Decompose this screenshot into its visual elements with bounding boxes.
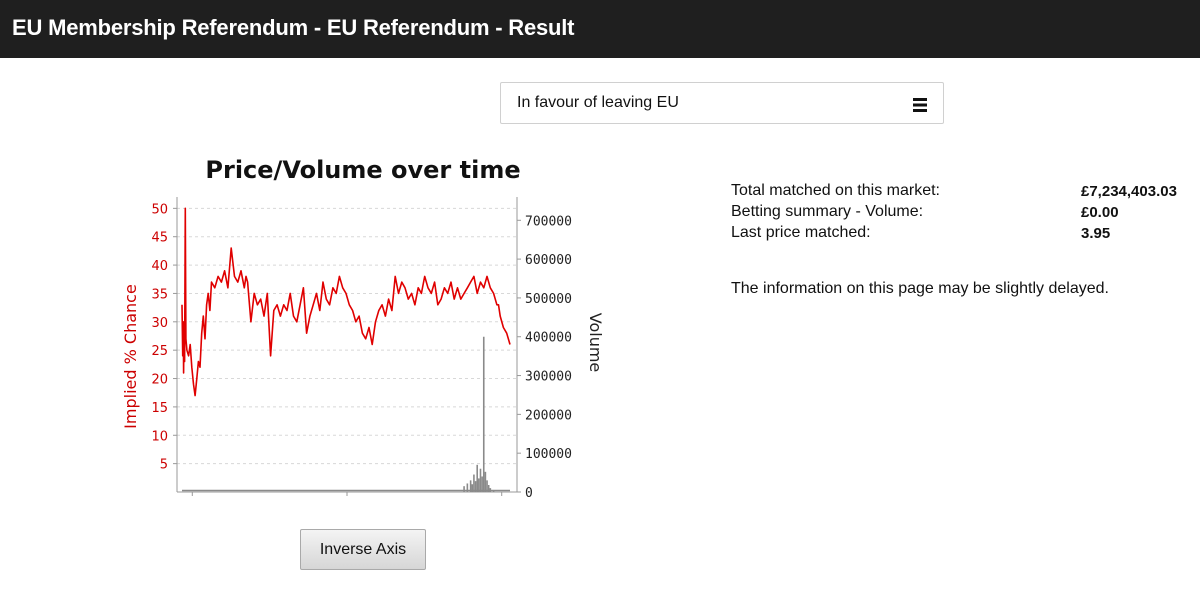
summary-value: £7,234,403.03 [1081, 183, 1177, 200]
left-tick-label: 30 [151, 316, 168, 331]
summary-row-betting-volume: Betting summary - Volume: £0.00 [731, 203, 1191, 224]
left-tick-label: 15 [151, 401, 168, 416]
summary-row-last-price: Last price matched: 3.95 [731, 224, 1191, 245]
delay-notice: The information on this page may be slig… [731, 280, 1109, 297]
left-tick-label: 40 [151, 259, 168, 274]
right-tick-label: 600000 [525, 253, 572, 268]
left-tick-label: 45 [151, 231, 168, 246]
selection-dropdown[interactable]: In favour of leaving EU [500, 82, 944, 124]
right-tick-label: 500000 [525, 292, 572, 307]
left-tick-label: 25 [151, 344, 168, 359]
left-tick-label: 20 [151, 373, 168, 388]
summary-label: Last price matched: [731, 224, 871, 241]
page-title: EU Membership Referendum - EU Referendum… [12, 15, 575, 40]
price-line [181, 207, 511, 397]
summary-value: 3.95 [1081, 225, 1111, 242]
price-volume-chart: Price/Volume over time 5 10 15 20 25 30 35 40 45 5… [110, 150, 630, 520]
right-tick-label: 300000 [525, 370, 572, 385]
left-tick-label: 10 [151, 429, 168, 444]
plot-area [177, 197, 517, 492]
right-tick-label: 400000 [525, 331, 572, 346]
price-volume-chart-svg: Price/Volume over time 5 10 15 20 25 30 35 40 45 5… [121, 156, 605, 501]
right-tick-label: 200000 [525, 408, 572, 423]
hamburger-menu-icon[interactable] [913, 98, 927, 112]
right-tick-label: 0 [525, 486, 533, 501]
page-header: EU Membership Referendum - EU Referendum… [0, 0, 1200, 58]
left-tick-label: 50 [151, 202, 168, 217]
right-tick-label: 700000 [525, 214, 572, 229]
market-summary: Total matched on this market: £7,234,403… [731, 182, 1191, 245]
summary-label: Betting summary - Volume: [731, 203, 924, 220]
left-axis-label: Implied % Chance [121, 284, 140, 429]
left-tick-label: 35 [151, 287, 168, 302]
left-tick-label: 5 [160, 458, 168, 473]
right-tick-label: 100000 [525, 447, 572, 462]
summary-value: £0.00 [1081, 204, 1119, 221]
inverse-axis-button[interactable]: Inverse Axis [300, 529, 426, 570]
right-axis-label: Volume [586, 313, 605, 373]
chart-title: Price/Volume over time [205, 156, 520, 184]
selection-dropdown-value: In favour of leaving EU [517, 94, 679, 111]
summary-label: Total matched on this market: [731, 182, 940, 199]
summary-row-total-matched: Total matched on this market: £7,234,403… [731, 182, 1191, 203]
